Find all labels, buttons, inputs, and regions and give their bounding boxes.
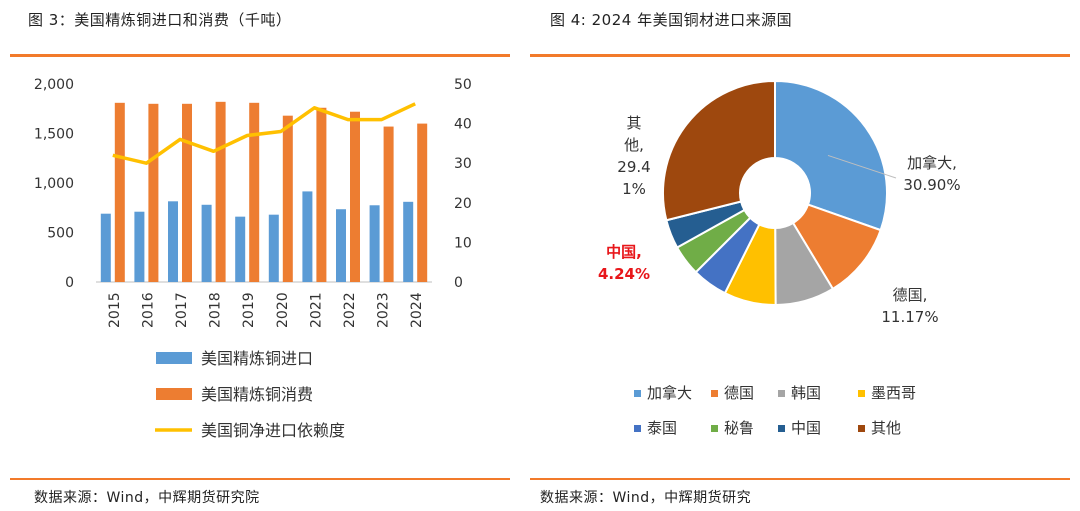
legend-label: 韩国 bbox=[791, 384, 821, 402]
bar-consumption bbox=[350, 111, 360, 282]
left-header-rule bbox=[10, 54, 510, 57]
x-tick-label: 2016 bbox=[140, 292, 156, 328]
right-header-rule bbox=[530, 54, 1070, 57]
legend-swatch bbox=[711, 390, 718, 397]
donut-slice bbox=[774, 79, 888, 232]
y-right-tick-label: 0 bbox=[454, 275, 463, 291]
legend-label: 美国铜净进口依赖度 bbox=[201, 421, 345, 440]
y-left-tick-label: 1,500 bbox=[34, 127, 74, 143]
x-tick-label: 2018 bbox=[208, 292, 224, 328]
left-footer-rule bbox=[10, 478, 510, 480]
y-left-tick-label: 2,000 bbox=[34, 77, 74, 93]
donut-labels: 加拿大, 30.90% 德国, 11.17% 中国, 4.24% 其他, 29.4 1% bbox=[598, 114, 961, 326]
legend-label: 泰国 bbox=[647, 419, 677, 437]
x-tick-label: 2022 bbox=[342, 292, 358, 328]
legend-label: 其他 bbox=[871, 419, 901, 437]
bar-import bbox=[302, 191, 313, 282]
bar-consumption bbox=[417, 123, 428, 282]
legend-swatch bbox=[858, 425, 865, 432]
copper-import-source-donut: 加拿大, 30.90% 德国, 11.17% 中国, 4.24% 其他, 29.4 1% 加拿大… bbox=[598, 79, 961, 437]
bar-consumption bbox=[182, 103, 192, 282]
y-left-tick-label: 0 bbox=[65, 275, 74, 291]
legend-label: 美国精炼铜进口 bbox=[201, 349, 313, 368]
bar-consumption bbox=[249, 102, 260, 282]
dependency-line bbox=[112, 102, 416, 165]
slice-label: 4.24% bbox=[598, 265, 650, 283]
bar-import bbox=[403, 201, 414, 282]
x-tick-label: 2015 bbox=[107, 292, 123, 328]
donut-slices bbox=[662, 79, 888, 307]
copy-import-consumption-chart: 0 500 1,000 1,500 2,000 0 10 20 30 40 50 2015 2016 20… bbox=[34, 77, 472, 440]
legend-swatch bbox=[778, 425, 785, 432]
slice-label: 德国, bbox=[893, 286, 928, 304]
y-right-tick-label: 20 bbox=[454, 196, 472, 212]
x-tick-label: 2023 bbox=[376, 292, 392, 328]
slice-label: 29.4 bbox=[617, 158, 650, 176]
chart-marks bbox=[100, 101, 428, 283]
figure-3-title: 图 3：美国精炼铜进口和消费（千吨） bbox=[28, 11, 292, 29]
bar-consumption bbox=[114, 102, 125, 282]
chart-axes: 0 500 1,000 1,500 2,000 0 10 20 30 40 50 2015 2016 20… bbox=[34, 77, 472, 328]
legend-label: 墨西哥 bbox=[871, 384, 916, 402]
legend-label: 加拿大 bbox=[647, 384, 692, 402]
donut-slice bbox=[662, 79, 776, 222]
y-left-tick-label: 1,000 bbox=[34, 176, 74, 192]
slice-label: 11.17% bbox=[881, 308, 938, 326]
x-tick-label: 2017 bbox=[174, 292, 190, 328]
label-leader-line bbox=[827, 154, 897, 179]
bar-consumption bbox=[316, 107, 327, 282]
bar-consumption bbox=[148, 103, 159, 282]
bar-import bbox=[201, 204, 212, 282]
legend-swatch bbox=[634, 425, 641, 432]
legend-swatch bbox=[156, 352, 192, 364]
y-left-tick-label: 500 bbox=[47, 226, 74, 242]
right-footer-rule bbox=[530, 478, 1070, 480]
legend-label: 德国 bbox=[724, 384, 754, 402]
bar-import bbox=[235, 216, 246, 282]
legend-label: 秘鲁 bbox=[724, 419, 754, 437]
x-tick-label: 2019 bbox=[241, 292, 257, 328]
bar-import bbox=[268, 214, 279, 282]
slice-label: 他, bbox=[624, 136, 644, 154]
bar-consumption bbox=[383, 126, 394, 282]
y-right-tick-label: 10 bbox=[454, 235, 472, 251]
legend-swatch bbox=[778, 390, 785, 397]
slice-label: 其 bbox=[626, 114, 641, 132]
x-tick-label: 2021 bbox=[308, 292, 324, 328]
legend-swatch bbox=[634, 390, 641, 397]
legend-swatch bbox=[156, 388, 192, 400]
legend-swatch bbox=[711, 425, 718, 432]
bar-consumption bbox=[282, 115, 293, 283]
slice-label: 加拿大, bbox=[907, 154, 957, 172]
figure-4-source: 数据来源：Wind，中辉期货研究 bbox=[540, 490, 752, 506]
bar-import bbox=[369, 205, 380, 282]
bar-import bbox=[168, 201, 178, 282]
slice-label: 1% bbox=[622, 180, 646, 198]
slice-label: 中国, bbox=[606, 243, 642, 261]
bar-import bbox=[100, 213, 111, 282]
y-right-tick-label: 40 bbox=[454, 117, 472, 133]
y-right-tick-label: 50 bbox=[454, 77, 472, 93]
legend-swatch bbox=[858, 390, 865, 397]
y-right-tick-label: 30 bbox=[454, 156, 472, 172]
legend-label: 美国精炼铜消费 bbox=[201, 385, 313, 404]
bar-import bbox=[336, 209, 346, 282]
legend-label: 中国 bbox=[791, 419, 821, 437]
slice-label: 30.90% bbox=[903, 176, 960, 194]
figure-3-source: 数据来源：Wind，中辉期货研究院 bbox=[34, 490, 260, 506]
figure-4-title: 图 4: 2024 年美国铜材进口来源国 bbox=[550, 11, 793, 29]
bar-consumption bbox=[215, 101, 226, 282]
bar-import bbox=[134, 211, 145, 282]
x-tick-label: 2020 bbox=[275, 292, 291, 328]
x-tick-label: 2024 bbox=[409, 292, 425, 328]
